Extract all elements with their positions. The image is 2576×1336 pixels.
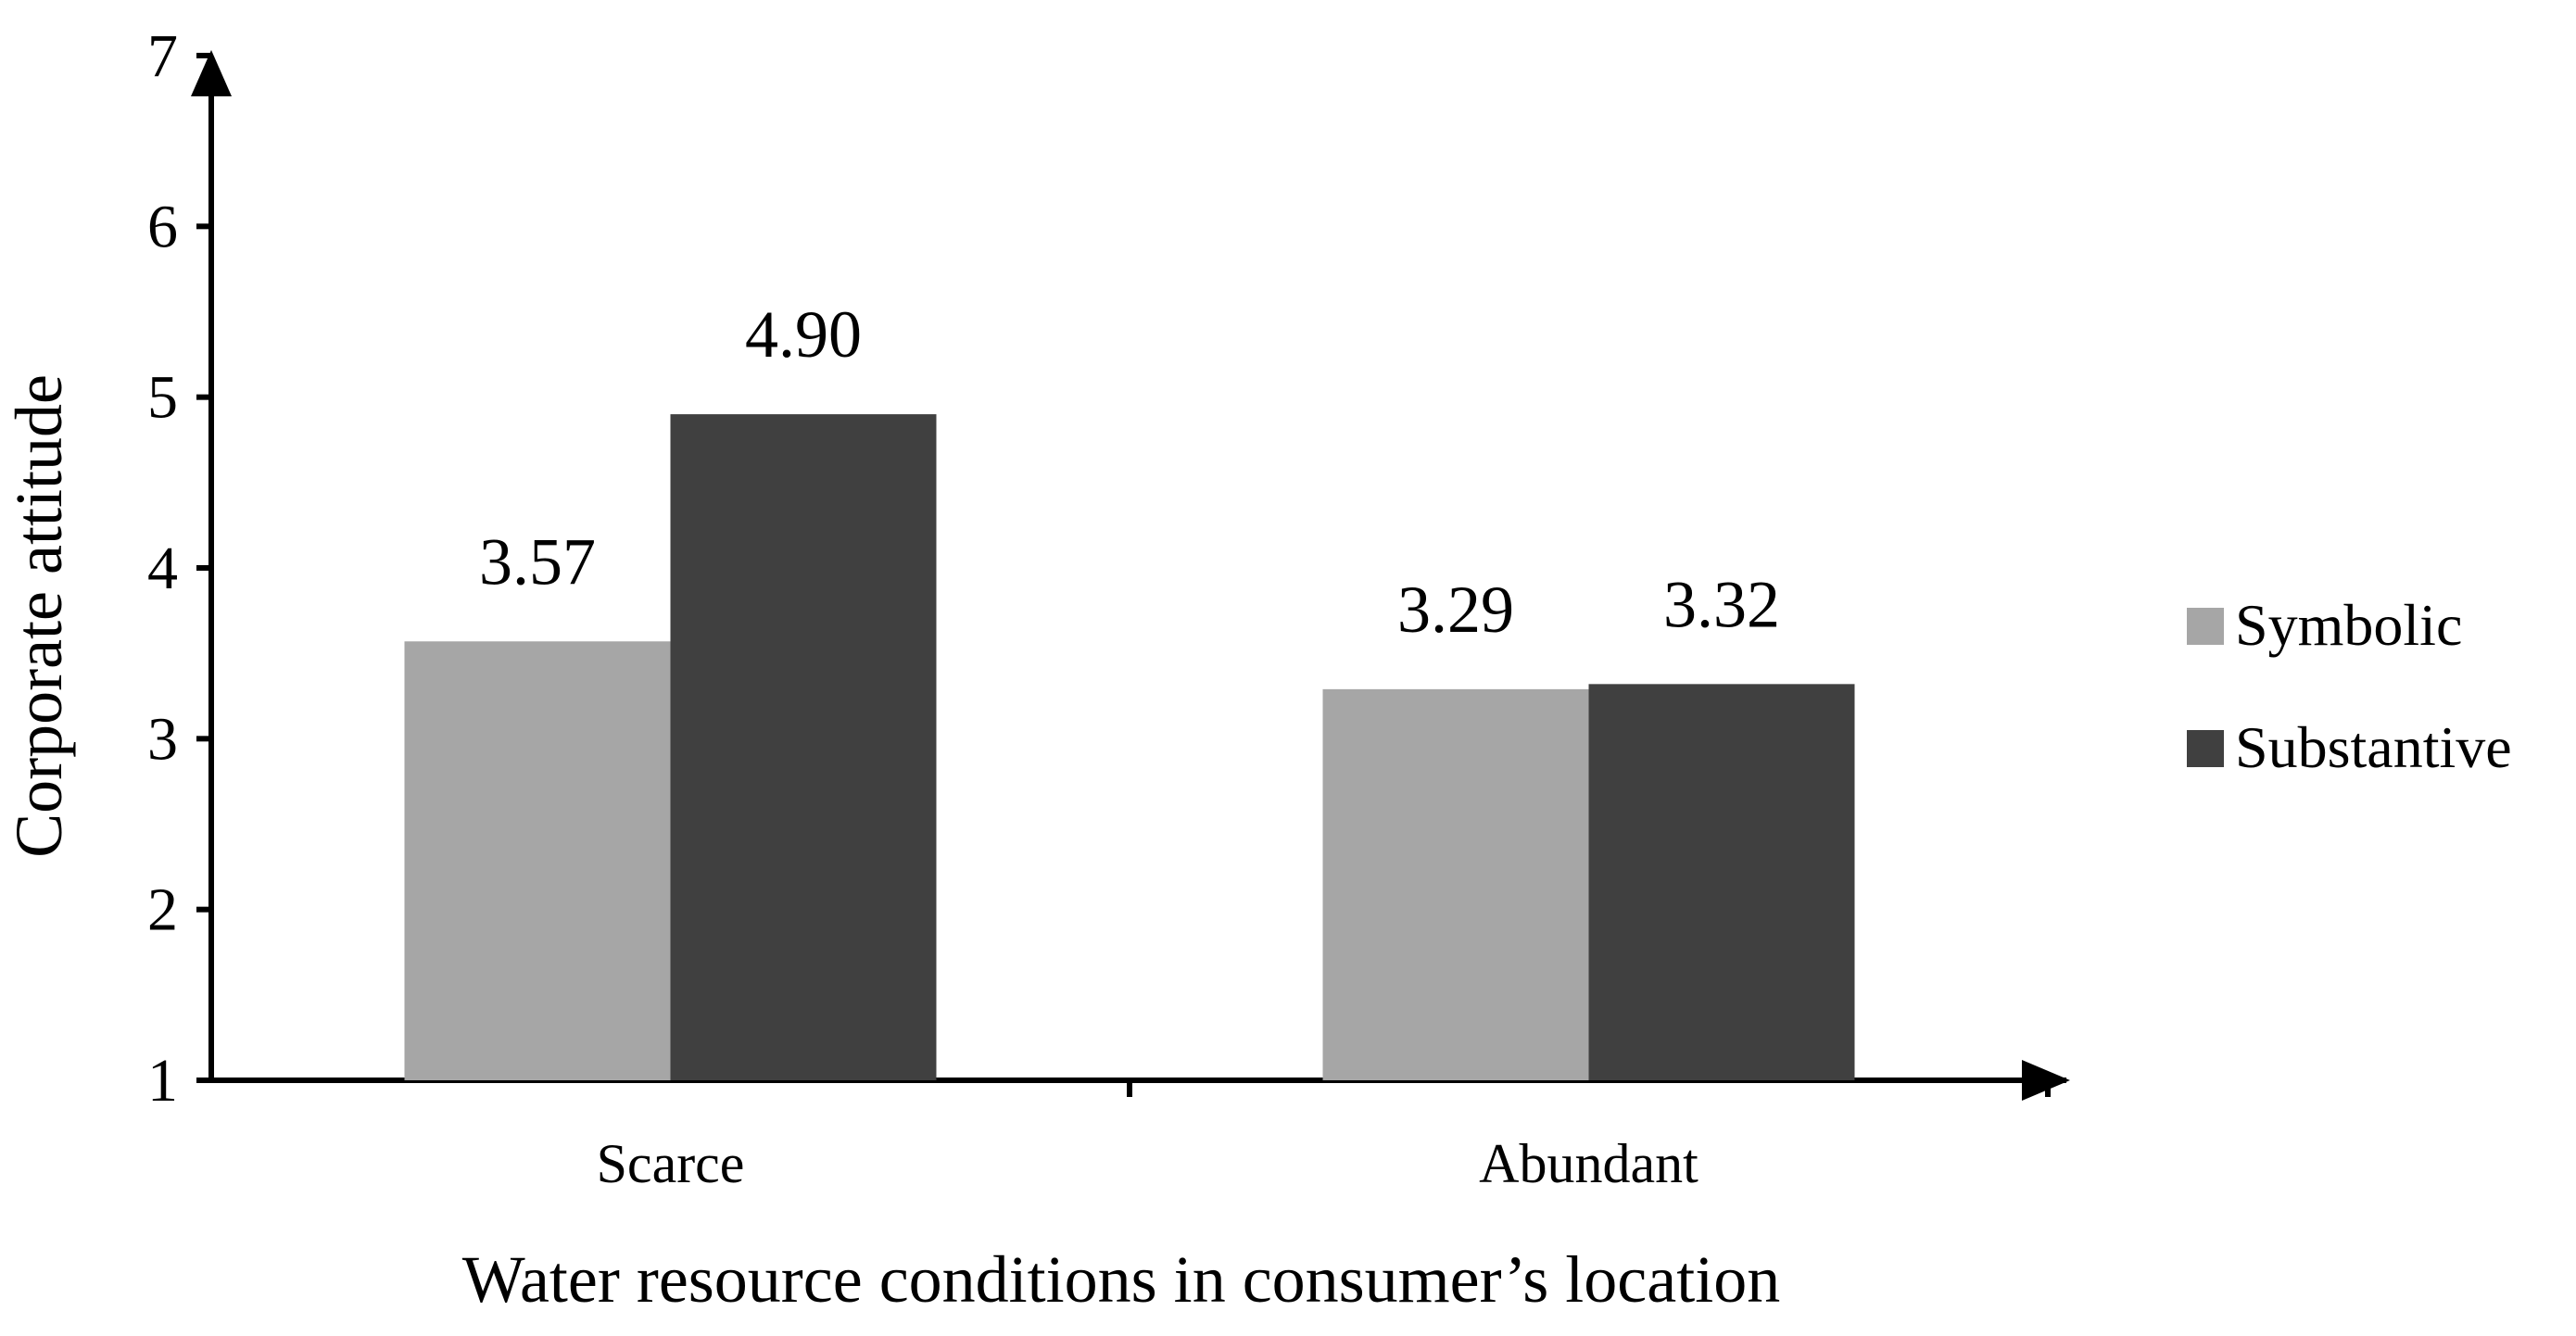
bar-scarce-substantive [670,414,937,1081]
y-tick-label: 6 [147,193,178,260]
data-label: 4.90 [745,297,862,372]
bar-scarce-symbolic [404,641,671,1080]
bars [404,414,1855,1081]
data-label: 3.32 [1663,567,1780,641]
bar-abundant-substantive [1588,684,1855,1080]
x-axis-title: Water resource conditions in consumer’s … [462,1242,1780,1317]
legend-label-symbolic: Symbolic [2235,592,2462,658]
labels: 1 2 3 4 5 6 7 3.57 4.90 Scarce 3.29 3.32 Abundant [147,22,1780,1194]
y-tick-label: 7 [147,22,178,90]
legend-swatch-symbolic [2187,608,2224,645]
legend-swatch-substantive [2187,730,2224,767]
y-tick-label: 5 [147,364,178,432]
y-tick-label: 3 [147,705,178,773]
data-label: 3.57 [479,524,596,599]
y-axis-arrow [191,50,232,96]
bar-abundant-symbolic [1322,688,1589,1080]
y-tick-label: 1 [147,1047,178,1115]
legend-label-substantive: Substantive [2235,714,2512,780]
y-tick-label: 2 [147,876,178,944]
y-axis-title: Corporate attitude [2,374,76,858]
x-tick-label: Abundant [1479,1133,1698,1194]
x-tick-label: Scarce [597,1133,745,1194]
data-label: 3.29 [1397,573,1514,647]
legend: Symbolic Substantive [2187,592,2512,780]
y-tick-label: 4 [147,535,178,602]
